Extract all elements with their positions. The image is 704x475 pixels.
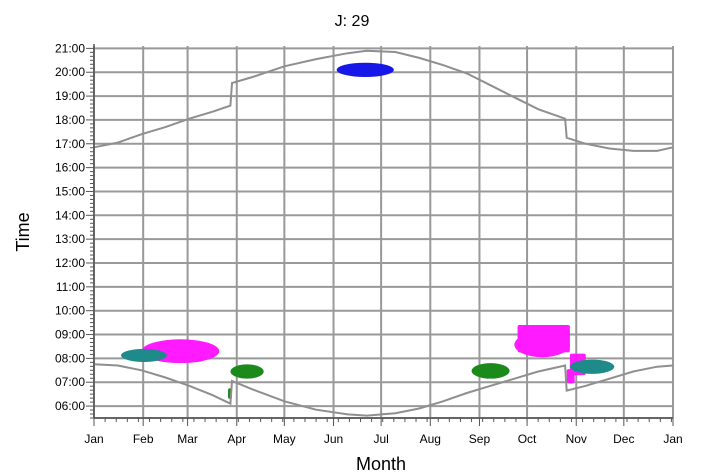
y-tick-label: 14:00 [55,208,85,222]
upper-boundary-curve [93,49,674,152]
boundary-curves [93,49,674,417]
green-blob [471,363,510,379]
y-tick-label: 07:00 [55,375,85,389]
magenta-blob [514,332,570,358]
lower-boundary-curve [93,363,674,417]
x-axis-title: Month [356,454,406,474]
y-tick-label: 10:00 [55,304,85,318]
y-tick-label: 06:00 [55,399,85,413]
y-tick-label: 18:00 [55,113,85,127]
x-tick-label: Oct [518,432,537,446]
green-blob [230,364,264,379]
x-tick-label: Jul [373,432,388,446]
y-tick-label: 13:00 [55,232,85,246]
blue-blob [336,62,394,77]
y-tick-label: 15:00 [55,184,85,198]
y-tick-label: 12:00 [55,256,85,270]
y-tick-label: 16:00 [55,161,85,175]
y-tick-label: 09:00 [55,328,85,342]
chart-title: J: 29 [335,13,370,30]
x-tick-label: Mar [177,432,198,446]
x-axis-ticks: Jan Feb Mar Apr May Jun Jul Aug Sep Oct Nov Dec Jan [84,418,683,446]
y-tick-label: 11:00 [56,280,85,294]
grid [93,46,674,419]
y-tick-label: 08:00 [55,351,85,365]
plot-area [120,62,615,399]
y-tick-label: 19:00 [55,89,85,103]
x-tick-label: May [273,432,296,446]
y-tick-label: 17:00 [55,137,85,151]
x-tick-label: Feb [133,432,154,446]
y-tick-label: 21:00 [55,41,85,55]
x-tick-label: Jan [663,432,682,446]
y-axis-ticks: 06:00 07:00 08:00 09:00 10:00 11:00 12:00 13:00… [55,41,94,419]
teal-blob [569,359,615,374]
x-tick-label: Jun [324,432,343,446]
y-tick-label: 20:00 [55,65,85,79]
x-tick-label: Dec [613,432,634,446]
x-tick-label: Sep [469,432,491,446]
teal-blob [120,348,167,362]
x-tick-label: Aug [420,432,441,446]
x-tick-label: Nov [566,432,587,446]
x-tick-label: Apr [227,432,246,446]
magenta-blob [566,369,575,384]
y-axis-title: Time [13,212,33,251]
x-tick-label: Jan [84,432,103,446]
